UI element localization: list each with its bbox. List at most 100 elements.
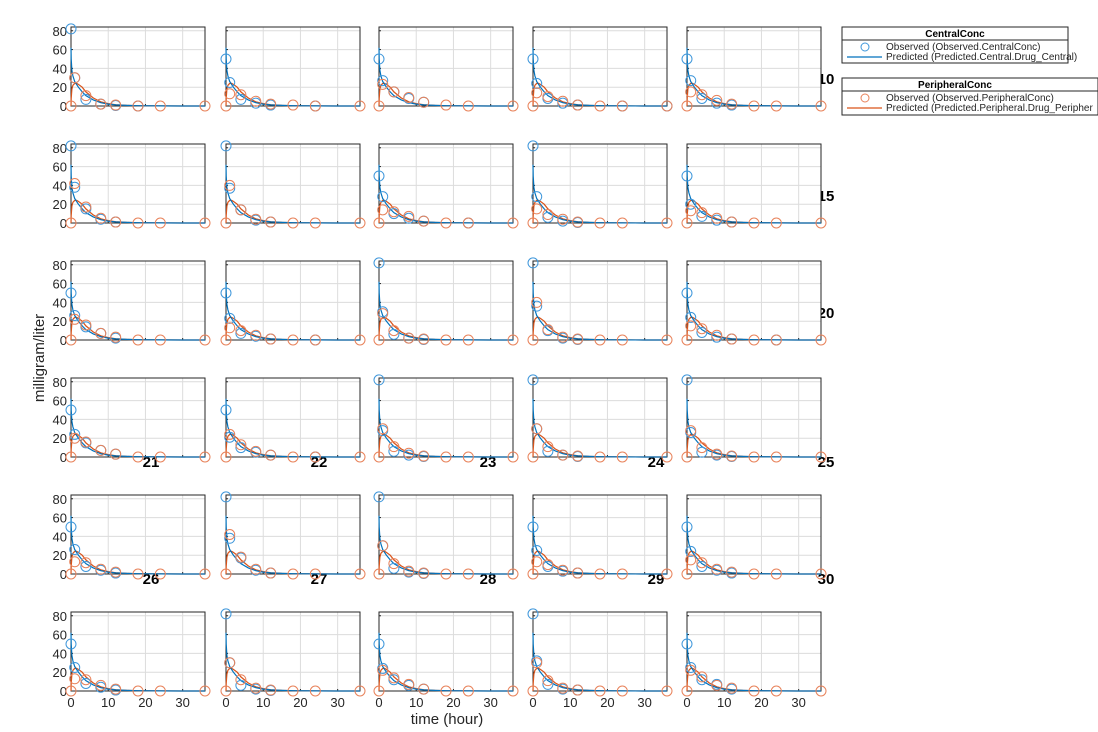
legend-peripheral-observed-marker — [860, 93, 870, 103]
observed-peripheral-point — [572, 333, 584, 345]
observed-peripheral-point — [531, 296, 543, 308]
observed-peripheral-point — [462, 217, 474, 229]
observed-peripheral-point — [95, 679, 107, 691]
observed-peripheral-point — [250, 213, 262, 225]
panel-label: 28 — [480, 571, 497, 588]
observed-peripheral-point — [681, 100, 693, 112]
observed-peripheral-point — [748, 100, 760, 112]
observed-peripheral-point — [726, 450, 738, 462]
observed-peripheral-point — [572, 567, 584, 579]
observed-peripheral-point — [696, 671, 708, 683]
y-tick-label: 20 — [53, 548, 67, 563]
observed-central-point — [696, 560, 708, 572]
observed-central-point — [531, 191, 543, 203]
observed-central-point — [377, 75, 389, 87]
observed-peripheral-point — [770, 334, 782, 346]
observed-peripheral-point — [661, 568, 673, 580]
observed-central-point — [65, 23, 77, 35]
observed-central-point — [527, 257, 539, 269]
observed-peripheral-point — [770, 100, 782, 112]
observed-central-point — [542, 678, 554, 690]
observed-peripheral-point — [711, 94, 723, 106]
observed-peripheral-point — [685, 86, 697, 98]
x-tick-label: 0 — [222, 695, 229, 710]
subplot-18 — [373, 374, 519, 463]
predicted-central-line — [378, 47, 513, 107]
observed-peripheral-point — [373, 685, 385, 697]
observed-peripheral-point — [527, 451, 539, 463]
y-tick-label: 60 — [53, 628, 67, 643]
observed-peripheral-point — [388, 325, 400, 337]
observed-peripheral-point — [403, 210, 415, 222]
plot-area — [379, 27, 513, 106]
observed-peripheral-point — [696, 557, 708, 569]
observed-peripheral-point — [110, 448, 122, 460]
observed-peripheral-point — [594, 334, 606, 346]
subplot-5 — [681, 26, 827, 112]
observed-central-point — [696, 674, 708, 686]
observed-peripheral-point — [542, 324, 554, 336]
observed-peripheral-point — [711, 679, 723, 691]
observed-central-point — [685, 75, 697, 87]
observed-peripheral-point — [696, 89, 708, 101]
observed-peripheral-point — [309, 451, 321, 463]
observed-peripheral-point — [594, 685, 606, 697]
observed-central-point — [388, 328, 400, 340]
observed-peripheral-point — [65, 451, 77, 463]
y-tick-label: 60 — [53, 394, 67, 409]
observed-peripheral-point — [132, 100, 144, 112]
subplot-14 — [527, 257, 673, 346]
observed-peripheral-point — [224, 322, 236, 334]
observed-peripheral-point — [770, 217, 782, 229]
observed-peripheral-point — [685, 320, 697, 332]
observed-peripheral-point — [377, 204, 389, 216]
observed-peripheral-point — [440, 217, 452, 229]
observed-peripheral-point — [154, 334, 166, 346]
observed-peripheral-point — [815, 451, 827, 463]
y-tick-label: 0 — [60, 684, 67, 699]
observed-peripheral-point — [685, 425, 697, 437]
observed-central-point — [681, 53, 693, 65]
subplot-29: 0 10 20 30 — [527, 608, 673, 710]
y-tick-label: 40 — [53, 412, 67, 427]
observed-peripheral-point — [69, 556, 81, 568]
subplots: 0204060800204060800204060800204060800204… — [53, 23, 827, 710]
panel-label: 15 — [818, 188, 835, 205]
observed-peripheral-point — [527, 568, 539, 580]
observed-peripheral-point — [250, 329, 262, 341]
subplot-10 — [681, 143, 827, 229]
observed-peripheral-point — [69, 313, 81, 325]
x-tick-label: 20 — [446, 695, 460, 710]
observed-peripheral-point — [440, 568, 452, 580]
observed-peripheral-point — [661, 451, 673, 463]
observed-peripheral-point — [681, 334, 693, 346]
plot-area — [71, 378, 205, 457]
observed-peripheral-point — [418, 567, 430, 579]
observed-peripheral-point — [154, 451, 166, 463]
observed-central-point — [373, 53, 385, 65]
observed-peripheral-point — [418, 215, 430, 227]
observed-peripheral-point — [418, 683, 430, 695]
observed-peripheral-point — [377, 664, 389, 676]
observed-peripheral-point — [69, 72, 81, 84]
observed-peripheral-point — [287, 217, 299, 229]
observed-peripheral-point — [224, 179, 236, 191]
observed-peripheral-point — [80, 557, 92, 569]
subplot-15 — [681, 260, 827, 346]
plot-area — [226, 495, 360, 574]
subplot-1: 0 20 40 60 80 — [53, 23, 211, 114]
observed-peripheral-point — [220, 568, 232, 580]
observed-peripheral-point — [748, 568, 760, 580]
x-tick-label: 10 — [256, 695, 270, 710]
subplot-25 — [681, 494, 827, 580]
observed-peripheral-point — [235, 674, 247, 686]
observed-peripheral-point — [616, 334, 628, 346]
observed-peripheral-point — [388, 206, 400, 218]
observed-central-point — [531, 544, 543, 556]
observed-central-point — [373, 170, 385, 182]
observed-peripheral-point — [572, 684, 584, 696]
y-tick-label: 80 — [53, 609, 67, 624]
observed-central-point — [224, 431, 236, 443]
observed-peripheral-point — [224, 428, 236, 440]
observed-peripheral-point — [748, 217, 760, 229]
